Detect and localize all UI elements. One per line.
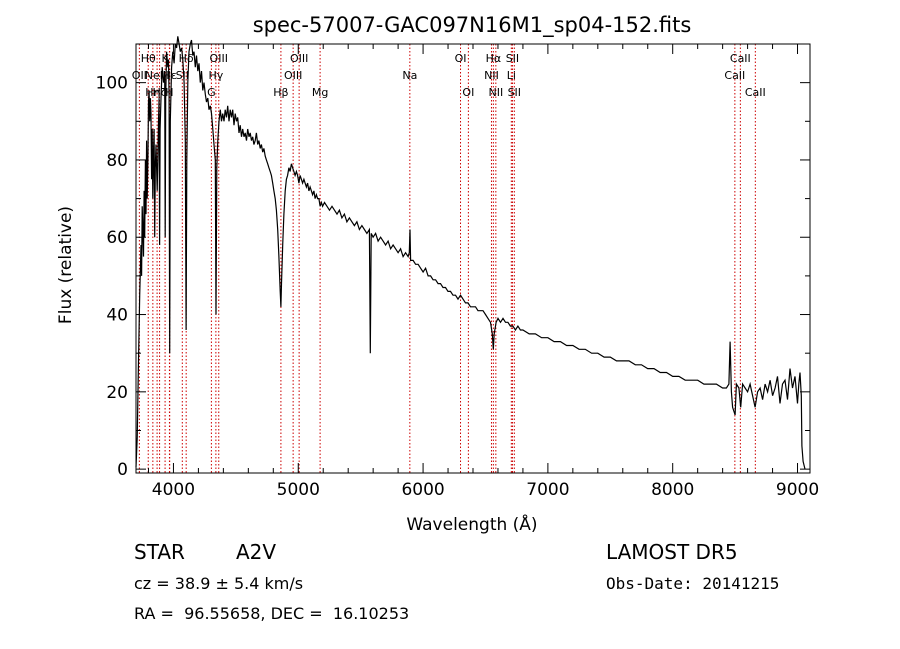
spectral-line-label: CaII <box>730 52 751 65</box>
x-tick-label: 5000 <box>277 480 320 500</box>
x-tick-label: 7000 <box>526 480 569 500</box>
spectral-line-label: Mg <box>312 86 328 99</box>
object-class: STAR <box>134 540 185 564</box>
spectral-line-label: NII <box>484 69 499 82</box>
observation-date: Obs-Date: 20141215 <box>606 574 780 593</box>
spectral-line-labels: OIIHθHηNeIIIHζKHHεSIIHδGHγOIIIHβOIIIOIII… <box>132 52 766 99</box>
y-tick-label: 80 <box>106 151 128 171</box>
coordinates: RA = 96.55658, DEC = 16.10253 <box>134 604 410 623</box>
x-tick-label: 6000 <box>401 480 444 500</box>
spectral-line-label: SII <box>508 86 521 99</box>
spectral-line-label: CaII <box>724 69 745 82</box>
spectral-line-label: OIII <box>290 52 308 65</box>
x-axis-ticks: 4000 5000 6000 7000 8000 9000 <box>147 44 819 500</box>
spectral-line-label: Li <box>507 69 516 82</box>
y-tick-label: 20 <box>106 383 128 403</box>
chart-title: spec-57007-GAC097N16M1_sp04-152.fits <box>253 13 692 38</box>
x-tick-label: 4000 <box>152 480 195 500</box>
plot-frame <box>135 43 811 474</box>
redshift-velocity: cz = 38.9 ± 5.4 km/s <box>134 574 304 593</box>
spectral-line-label: K <box>161 52 169 65</box>
y-tick-label: 40 <box>106 306 128 326</box>
spectrum-series-line <box>135 36 806 470</box>
spectral-line-label: Hζ <box>152 86 166 99</box>
spectral-line-label: OI <box>455 52 467 65</box>
y-axis-label: Flux (relative) <box>56 206 76 324</box>
spectral-line-label: NII <box>488 86 503 99</box>
spectral-line-label: SII <box>176 69 189 82</box>
spectral-line-label: Hδ <box>179 52 194 65</box>
spectral-line-label: Na <box>402 69 417 82</box>
spectral-line-label: Hθ <box>141 52 156 65</box>
x-axis-label: Wavelength (Å) <box>406 513 537 535</box>
survey-name: LAMOST DR5 <box>606 540 738 564</box>
y-tick-label: 100 <box>96 74 128 94</box>
spectral-line-label: Hα <box>486 52 502 65</box>
x-tick-label: 9000 <box>776 480 819 500</box>
spectral-line-label: SII <box>506 52 519 65</box>
object-subclass: A2V <box>236 540 277 564</box>
y-tick-label: 60 <box>106 228 128 248</box>
x-tick-label: 8000 <box>651 480 694 500</box>
y-tick-label: 0 <box>117 460 128 480</box>
spectral-line-label: OIII <box>284 69 302 82</box>
spectral-line-label: G <box>207 86 216 99</box>
spectral-line-label: CaII <box>745 86 766 99</box>
spectral-line-label: OI <box>462 86 474 99</box>
spectral-line-label: Hβ <box>273 86 288 99</box>
spectral-line-label: Hγ <box>208 69 223 82</box>
y-axis-ticks: 0 20 40 60 80 100 <box>96 74 810 480</box>
spectral-line-markers <box>138 44 756 473</box>
spectral-line-label: OIII <box>210 52 228 65</box>
